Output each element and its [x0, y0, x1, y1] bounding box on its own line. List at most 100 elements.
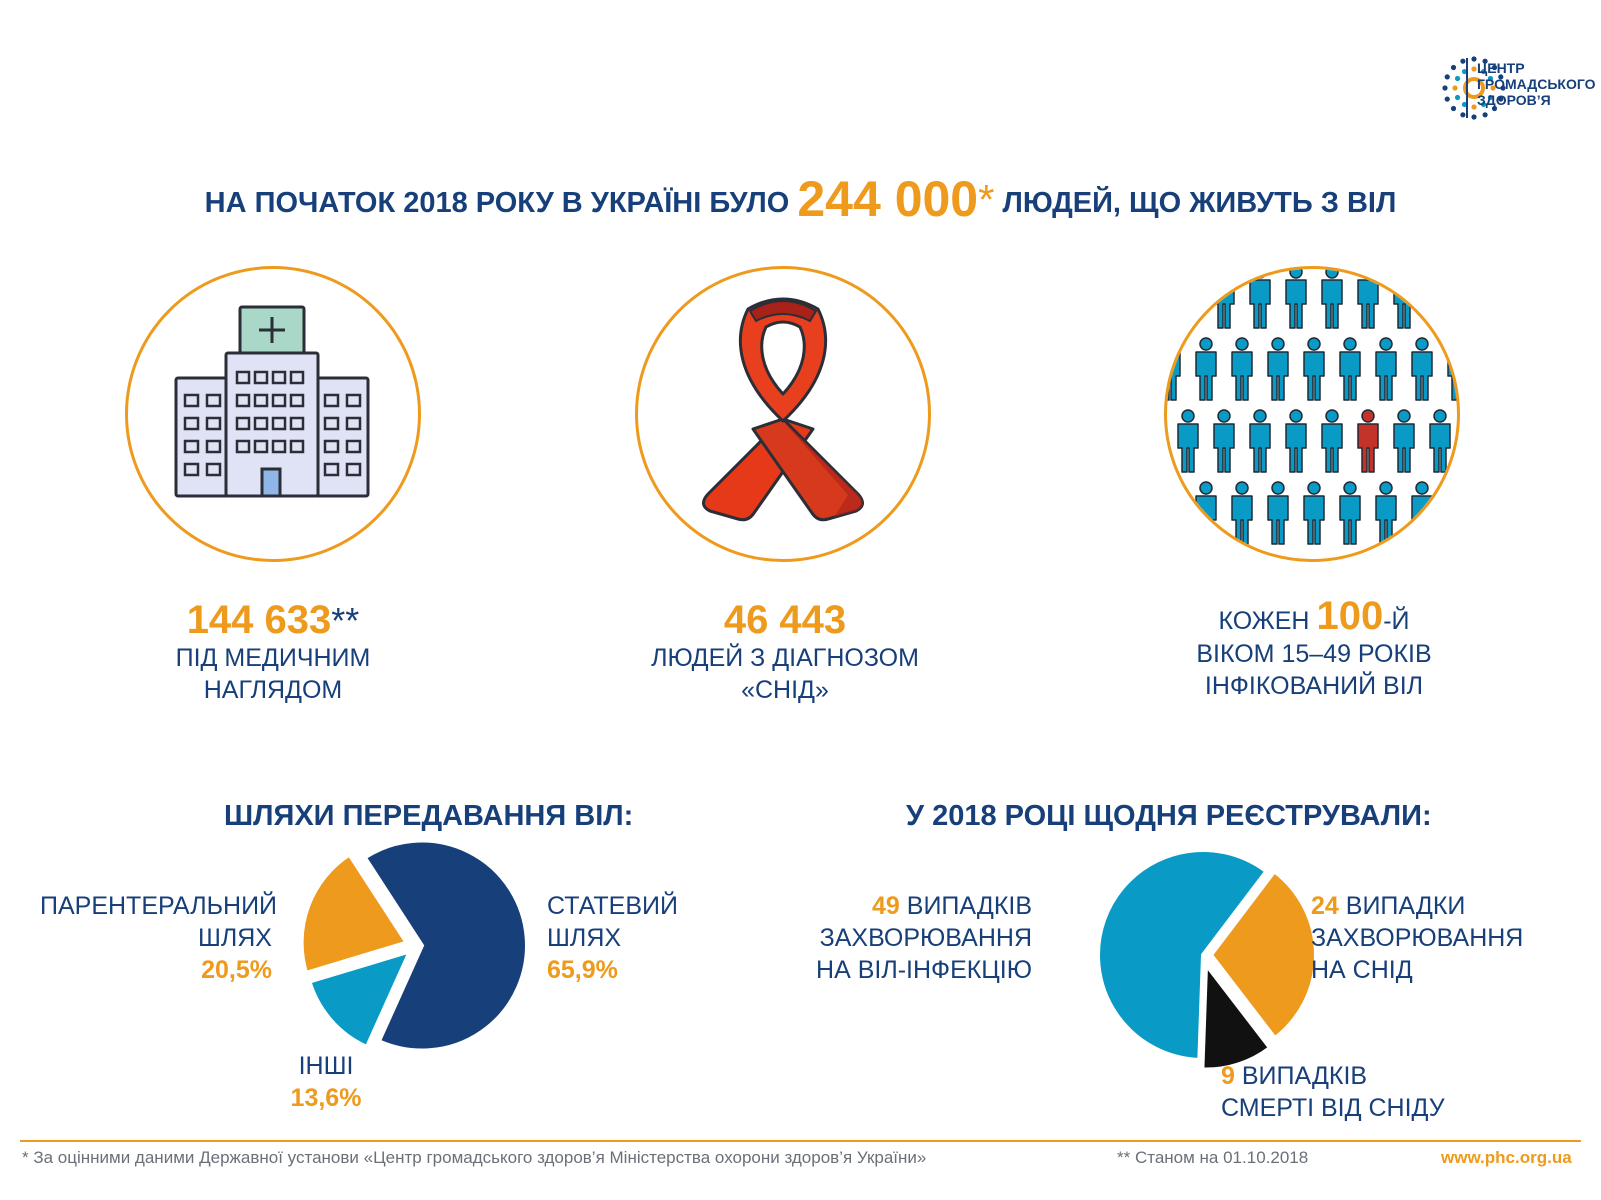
- window: [289, 393, 305, 408]
- person-icon: [1429, 269, 1451, 329]
- logo-dot: [1461, 101, 1468, 108]
- window: [253, 393, 269, 408]
- people-circle: [1164, 266, 1460, 562]
- label-parenteral-line-1: ПАРЕНТЕРАЛЬНИЙ: [40, 892, 278, 920]
- logo-divider: [1466, 58, 1468, 118]
- stat-under-supervision: 144 633** ПІД МЕДИЧНИМ НАГЛЯДОМ: [73, 598, 473, 706]
- window: [289, 416, 305, 431]
- transmission-slice-1: [362, 838, 529, 1053]
- person-icon: [1411, 337, 1433, 401]
- logo-dot: [1471, 104, 1477, 110]
- label-death-line-2: СМЕРТІ ВІД СНІДУ: [1221, 1094, 1445, 1122]
- label-death-line-1: ВИПАДКІВ: [1241, 1062, 1368, 1090]
- logo-dot: [1471, 56, 1477, 62]
- window: [289, 370, 305, 385]
- person-icon: [1167, 481, 1181, 545]
- window: [205, 416, 222, 431]
- footer-url[interactable]: www.phc.org.ua: [1441, 1148, 1572, 1167]
- headline-star: *: [978, 176, 995, 223]
- person-icon: [1303, 481, 1325, 545]
- window: [205, 462, 222, 477]
- headline-number: 244 000: [797, 171, 979, 227]
- person-icon: [1357, 269, 1379, 329]
- person-icon: [1195, 481, 1217, 545]
- logo-dot: [1471, 114, 1477, 120]
- person-icon: [1303, 337, 1325, 401]
- window: [235, 370, 251, 385]
- logo-line-3: ЗДОРОВ’Я: [1477, 92, 1551, 108]
- label-other: ІНШІ 13,6%: [280, 1050, 372, 1114]
- person-icon: [1339, 337, 1361, 401]
- person-icon: [1375, 337, 1397, 401]
- person-icon: [1321, 409, 1343, 473]
- window: [323, 439, 340, 454]
- logo-dot: [1450, 64, 1457, 71]
- window: [253, 416, 269, 431]
- label-aids-cases: 24 ВИПАДКИ ЗАХВОРЮВАННЯ НА СНІД: [1311, 890, 1523, 986]
- logo-dot: [1454, 94, 1461, 101]
- window: [235, 393, 251, 408]
- label-other-line-1: ІНШІ: [298, 1052, 354, 1080]
- label-sexual-line-2: ШЛЯХ: [547, 924, 622, 952]
- footnote-date: ** Станом на 01.10.2018: [1117, 1148, 1309, 1167]
- logo-line-2: ГРОМАДСЬКОГО: [1477, 76, 1596, 92]
- window: [323, 393, 340, 408]
- window: [345, 439, 362, 454]
- label-aids-line-2: ЗАХВОРЮВАННЯ: [1311, 924, 1524, 952]
- daily-registered-slice-1: [1096, 848, 1270, 1063]
- logo-dot: [1490, 85, 1496, 91]
- person-icon: [1393, 409, 1415, 473]
- daily-registered-pie-chart: [1096, 848, 1318, 1072]
- stat-2-number: 46 443: [723, 598, 847, 642]
- logo-dot: [1442, 85, 1448, 91]
- logo-text: ЦЕНТР ГРОМАДСЬКОГО ЗДОРОВ’Я: [1477, 60, 1596, 108]
- transmission-slice-3: [299, 851, 410, 976]
- logo-ring: [1463, 77, 1485, 99]
- person-icon: [1177, 269, 1199, 329]
- label-sexual-line-1: СТАТЕВИЙ: [547, 892, 678, 920]
- person-icon: [1447, 481, 1457, 545]
- logo-dot: [1452, 85, 1458, 91]
- person-icon: [1429, 409, 1451, 473]
- person-icon: [1447, 337, 1457, 401]
- stat-1-suffix: **: [331, 600, 360, 641]
- person-icon: [1267, 481, 1289, 545]
- person-icon: [1285, 269, 1307, 329]
- label-hiv-cases: 49 ВИПАДКІВ ЗАХВОРЮВАННЯ НА ВІЛ-ІНФЕКЦІЮ: [780, 890, 1032, 986]
- logo-mark: [1442, 56, 1506, 120]
- window: [205, 393, 222, 408]
- people-crowd-icon: [1167, 269, 1457, 545]
- window: [271, 439, 287, 454]
- headline-after: ЛЮДЕЙ, ЩО ЖИВУТЬ З ВІЛ: [1002, 187, 1397, 219]
- person-icon: [1339, 481, 1361, 545]
- logo-dot: [1482, 58, 1488, 64]
- logo-dot: [1461, 68, 1468, 75]
- person-icon: [1249, 409, 1271, 473]
- label-hiv-line-3: НА ВІЛ-ІНФЕКЦІЮ: [816, 956, 1032, 984]
- logo-dot: [1480, 68, 1487, 75]
- label-hiv-line-2: ЗАХВОРЮВАННЯ: [819, 924, 1032, 952]
- person-icon: [1177, 409, 1199, 473]
- person-icon: [1231, 337, 1253, 401]
- logo-dot: [1482, 112, 1488, 118]
- window: [323, 416, 340, 431]
- label-sexual: СТАТЕВИЙ ШЛЯХ 65,9%: [547, 890, 678, 986]
- person-icon: [1411, 481, 1433, 545]
- stat-1-line-2: НАГЛЯДОМ: [203, 676, 343, 704]
- stat-2-line-2: «СНІД»: [741, 676, 829, 704]
- daily-registered-title: У 2018 РОЦІ ЩОДНЯ РЕЄСТРУВАЛИ:: [906, 800, 1432, 832]
- logo-dot: [1487, 75, 1494, 82]
- stat-1-number: 144 633: [186, 598, 332, 642]
- label-death-cases: 9 ВИПАДКІВ СМЕРТІ ВІД СНІДУ: [1221, 1060, 1445, 1124]
- logo-dot: [1460, 112, 1466, 118]
- label-death-number: 9: [1221, 1062, 1235, 1090]
- footnote-estimate: * За оцінними даними Державної установи …: [22, 1148, 927, 1167]
- person-icon: [1267, 337, 1289, 401]
- label-hiv-line-1: ВИПАДКІВ: [906, 892, 1032, 920]
- logo-dot: [1498, 96, 1504, 102]
- window: [271, 370, 287, 385]
- window: [289, 439, 305, 454]
- person-icon: [1167, 337, 1181, 401]
- transmission-pie-chart: [299, 838, 529, 1053]
- label-parenteral: ПАРЕНТЕРАЛЬНИЙ ШЛЯХ 20,5%: [40, 890, 278, 986]
